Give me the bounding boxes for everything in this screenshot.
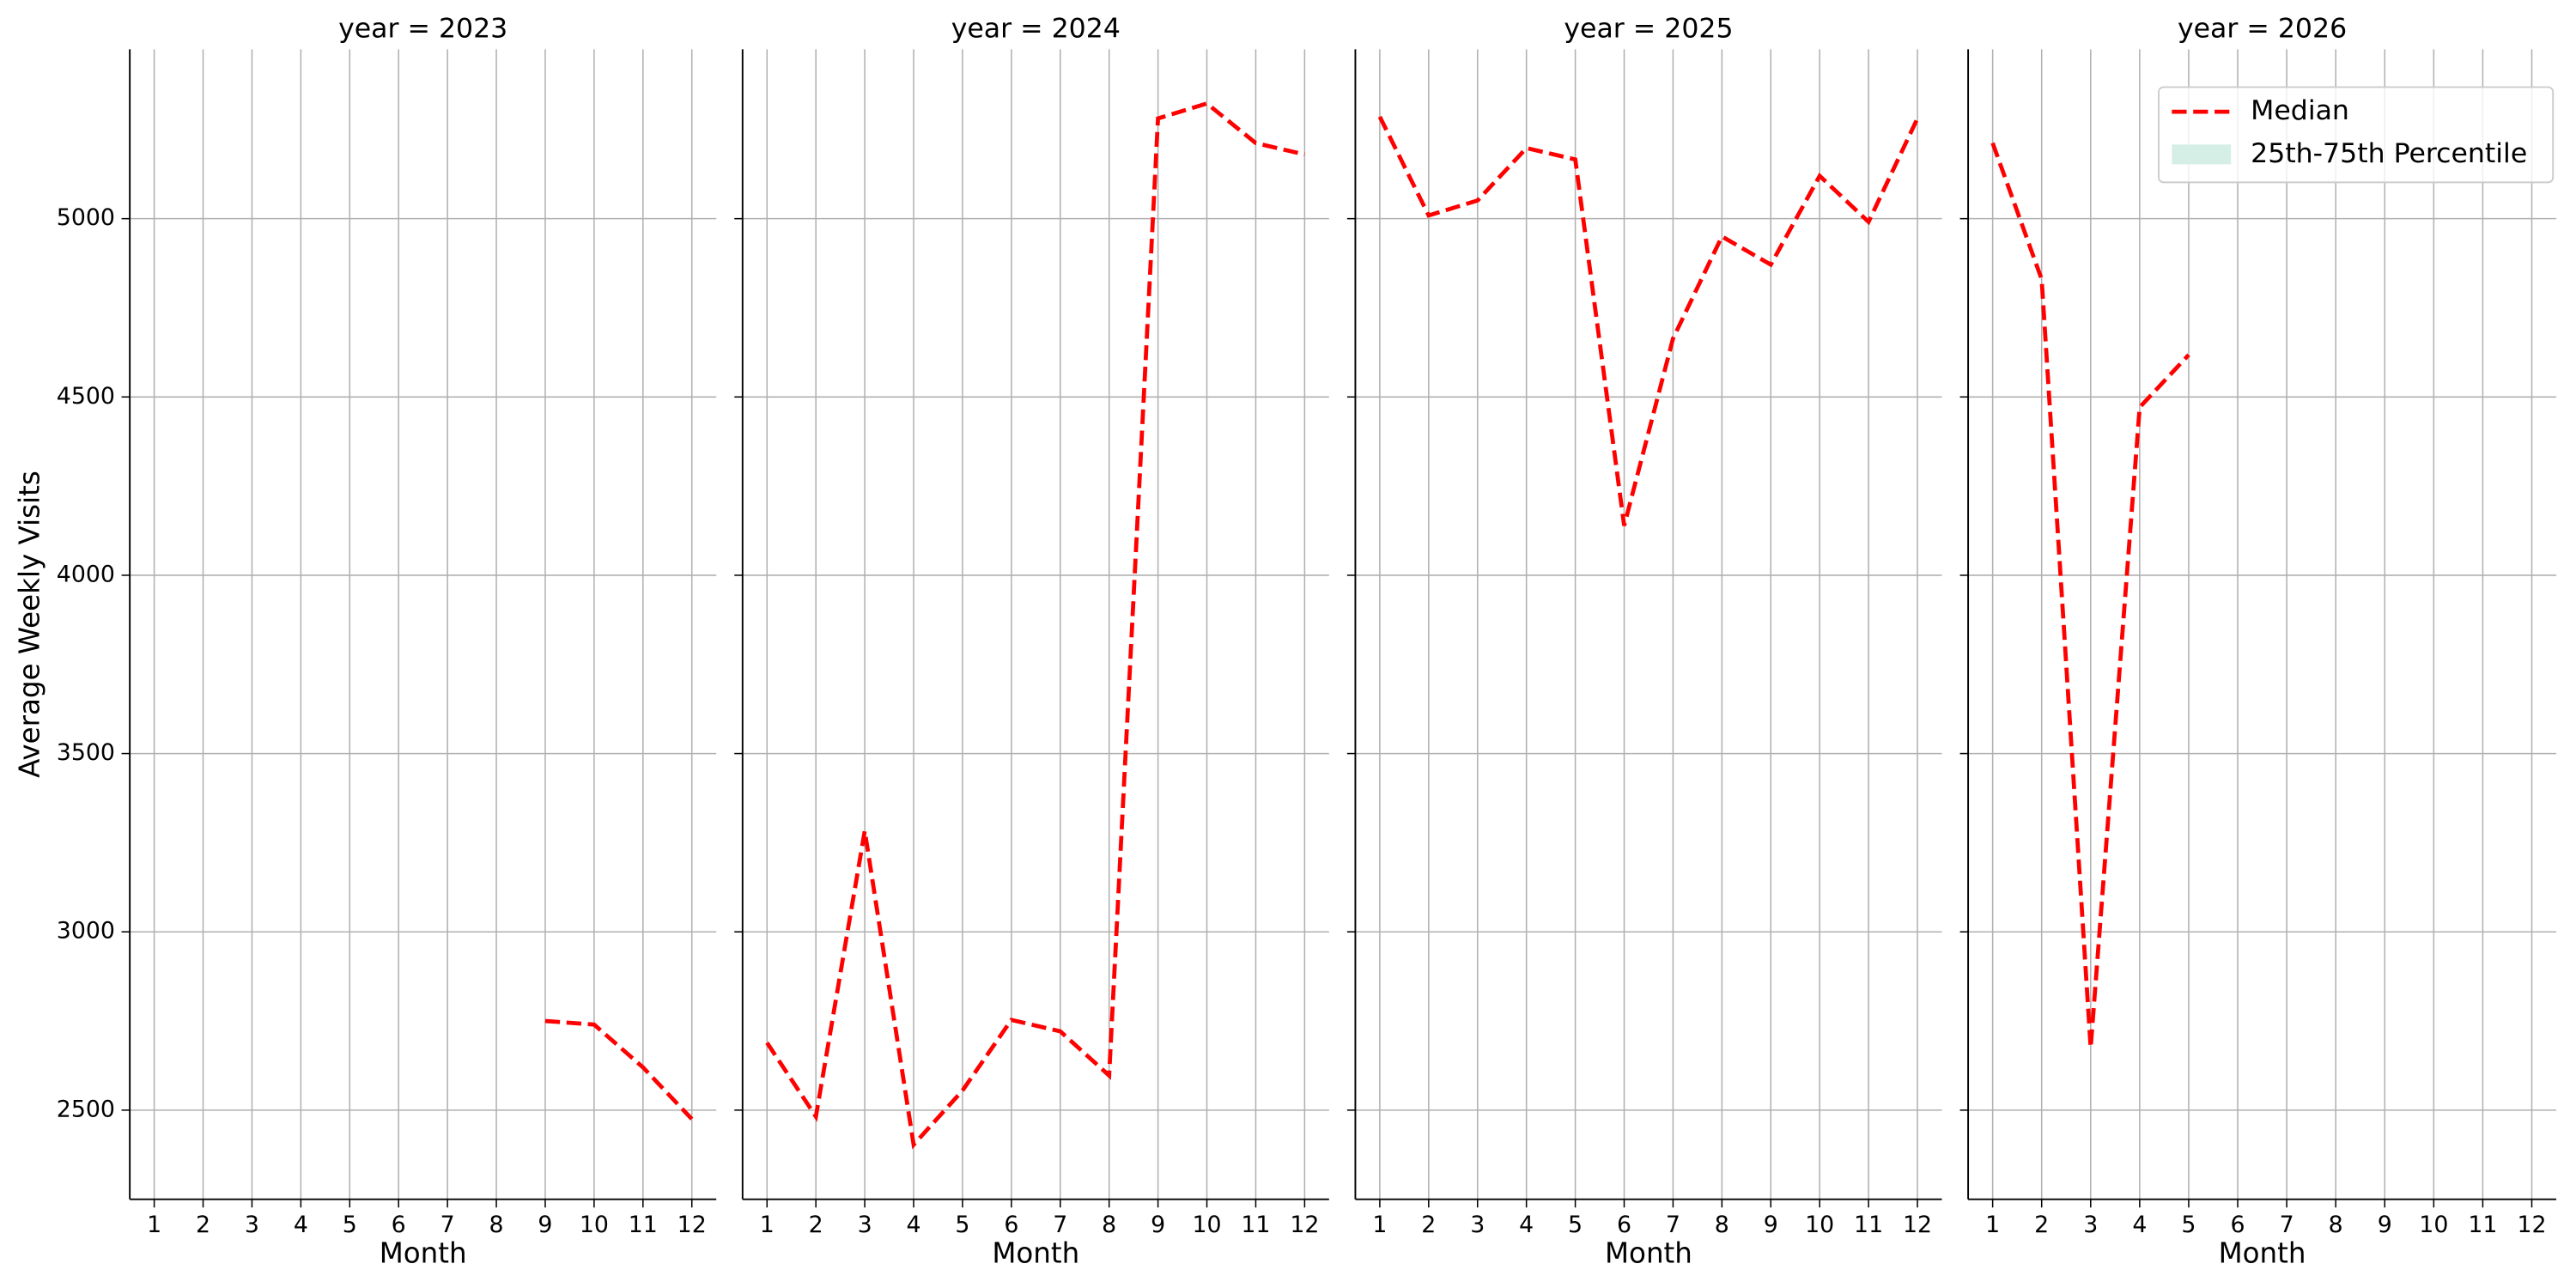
x-tick-label: 10 bbox=[2419, 1212, 2448, 1238]
x-tick-label: 5 bbox=[1568, 1212, 1583, 1238]
x-tick-label: 12 bbox=[1290, 1212, 1319, 1238]
facet: 1 2 3 4 5 6 7 8 9 10 11 12250030003500400045005000y… bbox=[13, 13, 717, 1270]
x-tick-label: 10 bbox=[580, 1212, 609, 1238]
x-tick-label: 12 bbox=[2517, 1212, 2546, 1238]
x-tick-label: 7 bbox=[2280, 1212, 2294, 1238]
x-tick-label: 3 bbox=[858, 1212, 872, 1238]
x-axis-label: Month bbox=[2219, 1237, 2306, 1270]
y-tick-label: 4500 bbox=[57, 383, 115, 410]
x-tick-label: 9 bbox=[1151, 1212, 1165, 1238]
x-tick-label: 3 bbox=[245, 1212, 259, 1238]
y-axis-label: Average Weekly Visits bbox=[13, 471, 46, 778]
x-tick-label: 9 bbox=[538, 1212, 552, 1238]
x-tick-label: 8 bbox=[1715, 1212, 1729, 1238]
line-series bbox=[544, 1018, 694, 1121]
x-tick-label: 9 bbox=[2378, 1212, 2392, 1238]
x-tick-label: 2 bbox=[196, 1212, 210, 1238]
legend-label: Median bbox=[2251, 95, 2349, 126]
y-tick-label: 2500 bbox=[57, 1096, 115, 1122]
x-tick-label: 4 bbox=[2132, 1212, 2147, 1238]
x-axis-label: Month bbox=[1605, 1237, 1692, 1270]
facet-title: year = 2024 bbox=[951, 13, 1121, 44]
x-tick-label: 1 bbox=[760, 1212, 775, 1238]
legend-frame bbox=[2158, 86, 2555, 184]
x-tick-label: 10 bbox=[1805, 1212, 1834, 1238]
x-tick-label: 2 bbox=[1421, 1212, 1436, 1238]
x-tick-label: 8 bbox=[2329, 1212, 2343, 1238]
x-tick-label: 10 bbox=[1193, 1212, 1222, 1238]
x-tick-label: 5 bbox=[2181, 1212, 2196, 1238]
x-tick-label: 8 bbox=[489, 1212, 504, 1238]
facet-title: year = 2025 bbox=[1564, 13, 1733, 44]
x-tick-label: 1 bbox=[147, 1212, 161, 1238]
x-tick-label: 1 bbox=[1372, 1212, 1387, 1238]
legend-swatch bbox=[2172, 144, 2232, 165]
y-tick-label: 3000 bbox=[57, 918, 115, 945]
x-axis-label: Month bbox=[992, 1237, 1079, 1270]
y-tick-label: 4000 bbox=[57, 561, 115, 587]
x-tick-label: 6 bbox=[1004, 1212, 1018, 1238]
x-tick-label: 12 bbox=[1903, 1212, 1932, 1238]
legend: Median 25th-75th Percentile bbox=[2158, 86, 2555, 184]
line-series bbox=[1377, 115, 1920, 526]
x-tick-label: 12 bbox=[677, 1212, 707, 1238]
x-tick-label: 6 bbox=[1617, 1212, 1631, 1238]
x-axis-label: Month bbox=[380, 1237, 467, 1270]
x-tick-label: 3 bbox=[1470, 1212, 1485, 1238]
facet-title: year = 2023 bbox=[338, 13, 507, 44]
x-tick-label: 1 bbox=[1985, 1212, 2000, 1238]
facet-title: year = 2026 bbox=[2178, 13, 2347, 44]
x-tick-label: 11 bbox=[2468, 1212, 2497, 1238]
x-tick-label: 7 bbox=[440, 1212, 455, 1238]
x-tick-label: 11 bbox=[1241, 1212, 1270, 1238]
x-tick-label: 2 bbox=[809, 1212, 823, 1238]
x-tick-label: 4 bbox=[294, 1212, 308, 1238]
y-tick-label: 5000 bbox=[57, 204, 115, 231]
x-tick-label: 5 bbox=[343, 1212, 357, 1238]
legend-label: 25th-75th Percentile bbox=[2251, 138, 2527, 169]
x-tick-label: 5 bbox=[955, 1212, 969, 1238]
line-series bbox=[765, 100, 1305, 1150]
x-tick-label: 8 bbox=[1102, 1212, 1116, 1238]
x-tick-label: 6 bbox=[392, 1212, 406, 1238]
x-tick-label: 7 bbox=[1053, 1212, 1067, 1238]
y-tick-label: 3500 bbox=[57, 739, 115, 766]
x-tick-label: 7 bbox=[1666, 1212, 1680, 1238]
x-tick-label: 6 bbox=[2231, 1212, 2245, 1238]
x-tick-label: 3 bbox=[2083, 1212, 2098, 1238]
line-series bbox=[1990, 142, 2190, 1048]
x-tick-label: 4 bbox=[1519, 1212, 1534, 1238]
x-tick-label: 9 bbox=[1764, 1212, 1778, 1238]
x-tick-label: 2 bbox=[2034, 1212, 2049, 1238]
x-tick-label: 4 bbox=[906, 1212, 920, 1238]
x-tick-label: 11 bbox=[1854, 1212, 1883, 1238]
x-tick-label: 11 bbox=[629, 1212, 658, 1238]
